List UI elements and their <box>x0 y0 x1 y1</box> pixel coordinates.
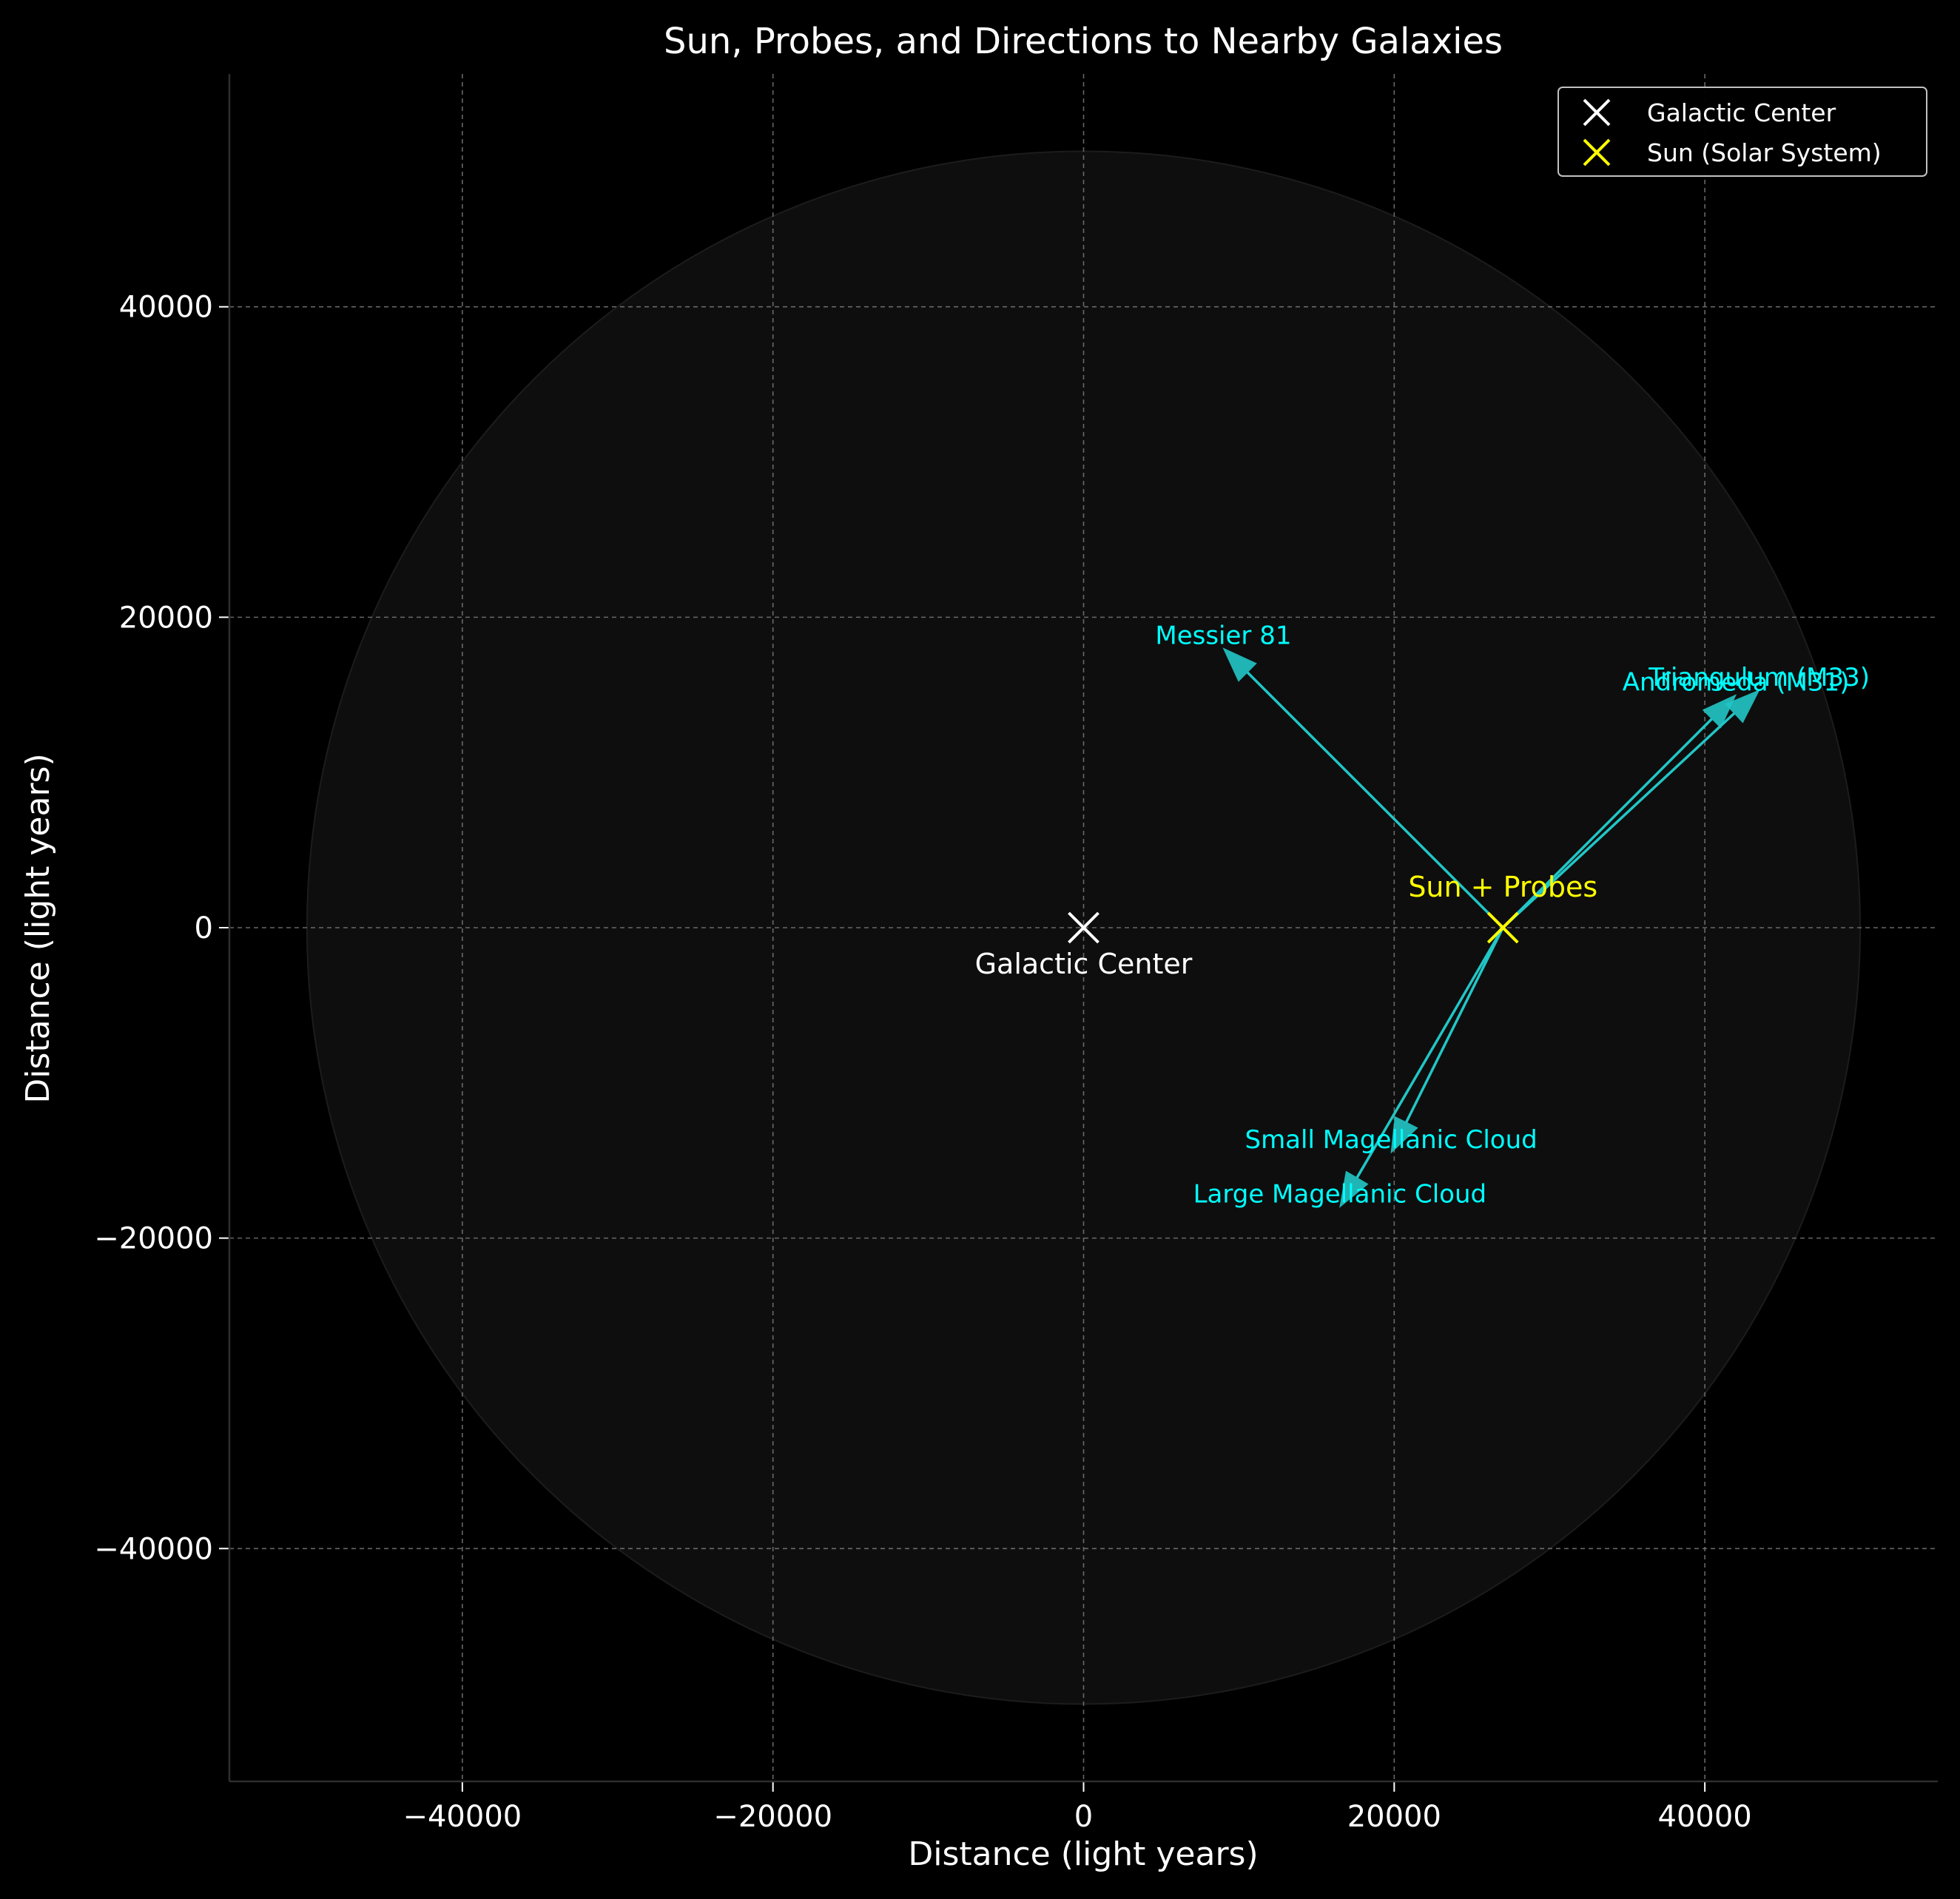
x-tick-label: 40000 <box>1658 1800 1752 1834</box>
points <box>1068 911 1519 944</box>
y-tick-label: −20000 <box>94 1222 213 1256</box>
y-tick-label: 20000 <box>119 601 213 635</box>
arrows <box>1222 647 1760 1208</box>
direction-arrow-shaft <box>1356 927 1504 1178</box>
x-axis-label: Distance (light years) <box>908 1835 1258 1873</box>
labels: Messier 81 Andromeda (M31)Triangulum (M33… <box>975 621 1870 1209</box>
direction-arrow-shaft <box>1502 712 1736 929</box>
y-axis-label: Distance (light years) <box>19 753 57 1103</box>
x-tick-label: 20000 <box>1347 1800 1441 1834</box>
galaxy-direction-label: Small Magellanic Cloud <box>1245 1125 1537 1155</box>
axes: −40000 −20000 0 20000 40000 −40000 −20000 0 2000… <box>94 74 1938 1834</box>
marker-stroke <box>1486 911 1519 944</box>
direction-arrow-head <box>1339 1170 1369 1208</box>
sun-label: Sun + Probes <box>1408 871 1597 903</box>
galactic-center-label: Galactic Center <box>975 948 1193 980</box>
legend-entry-label: Galactic Center <box>1647 98 1836 127</box>
galaxy-direction-label: Large Magellanic Cloud <box>1193 1180 1486 1210</box>
galaxy-direction-label: Triangulum (M33) <box>1648 663 1870 692</box>
direction-arrow-head <box>1222 647 1257 682</box>
marker-stroke <box>1583 98 1611 127</box>
chart-title: Sun, Probes, and Directions to Nearby Ga… <box>664 21 1503 62</box>
direction-arrow-shaft <box>1405 927 1504 1123</box>
galaxy-direction-label: Andromeda (M31) <box>1623 667 1850 697</box>
galaxy-direction-label: Messier 81 <box>1155 621 1291 650</box>
direction-arrow-shaft <box>1502 718 1713 929</box>
marker-stroke <box>1583 138 1611 166</box>
legend: Galactic Center Sun (Solar System) <box>1557 87 1927 177</box>
legend-marker <box>1583 138 1611 166</box>
legend-entry-label: Sun (Solar System) <box>1647 138 1882 167</box>
legend-box <box>1557 87 1927 177</box>
legend-marker <box>1583 98 1611 127</box>
direction-arrow-shaft <box>1246 671 1504 929</box>
direction-arrow-head <box>1390 1116 1418 1154</box>
y-tick-label: −40000 <box>94 1532 213 1566</box>
direction-arrow-head <box>1725 689 1760 723</box>
x-tick-label: 0 <box>1074 1800 1093 1834</box>
galactic-center-marker <box>1068 911 1099 944</box>
x-tick-label: −40000 <box>403 1800 522 1834</box>
sun-marker <box>1486 911 1519 944</box>
y-tick-label: 40000 <box>119 291 213 325</box>
y-tick-label: 0 <box>195 911 213 945</box>
marker-stroke <box>1068 911 1099 944</box>
x-tick-label: −20000 <box>713 1800 832 1834</box>
